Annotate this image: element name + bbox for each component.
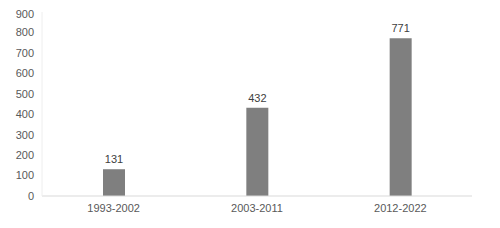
svg-text:0: 0 [28, 190, 34, 202]
svg-text:1993-2002: 1993-2002 [87, 202, 140, 214]
svg-text:131: 131 [105, 153, 123, 165]
svg-text:400: 400 [16, 108, 34, 120]
svg-text:432: 432 [248, 92, 266, 104]
svg-text:700: 700 [16, 47, 34, 59]
svg-text:900: 900 [16, 8, 34, 20]
svg-text:600: 600 [16, 67, 34, 79]
svg-text:2003-2011: 2003-2011 [231, 202, 283, 214]
svg-text:200: 200 [16, 149, 34, 161]
svg-text:2012-2022: 2012-2022 [374, 202, 427, 214]
svg-text:300: 300 [16, 129, 34, 141]
svg-text:500: 500 [16, 88, 34, 100]
svg-text:100: 100 [16, 169, 34, 181]
svg-text:800: 800 [16, 26, 34, 38]
svg-text:771: 771 [391, 22, 409, 34]
